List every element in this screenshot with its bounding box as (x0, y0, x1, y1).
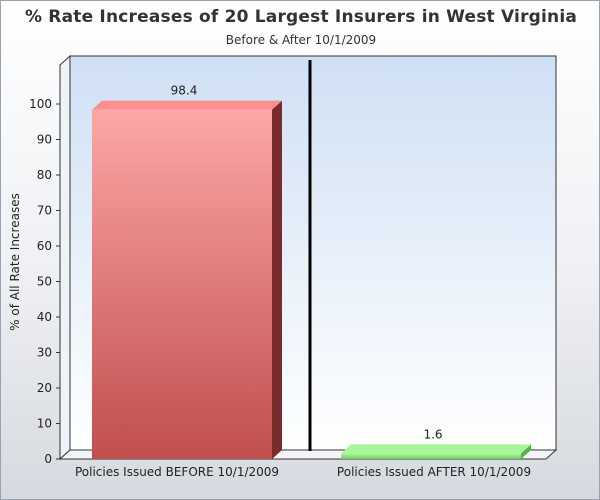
x-category-label: Policies Issued BEFORE 10/1/2009 (75, 465, 279, 479)
y-tick-label: 60 (37, 239, 52, 253)
y-tick-label: 80 (37, 168, 52, 182)
y-tick-label: 50 (37, 275, 52, 289)
y-tick-label: 0 (44, 452, 52, 466)
y-axis-label: % of All Rate Increases (8, 193, 22, 331)
bar-top[interactable] (341, 444, 531, 454)
bar-side[interactable] (272, 100, 282, 460)
y-tick-label: 70 (37, 204, 52, 218)
y-tick-label: 30 (37, 346, 52, 360)
y-tick-label: 10 (37, 417, 52, 431)
bar-top[interactable] (92, 100, 282, 110)
bar[interactable] (341, 453, 521, 459)
bar-value-label: 1.6 (423, 427, 442, 441)
chart-subtitle: Before & After 10/1/2009 (225, 33, 377, 47)
plot-side-wall (59, 54, 71, 461)
bar-side[interactable] (521, 444, 531, 459)
x-category-label: Policies Issued AFTER 10/1/2009 (337, 465, 531, 479)
y-tick-label: 100 (29, 97, 52, 111)
bar[interactable] (92, 109, 272, 460)
y-tick-label: 90 (37, 133, 52, 147)
y-tick-label: 40 (37, 310, 52, 324)
bar-value-label: 98.4 (171, 84, 198, 98)
chart-title: % Rate Increases of 20 Largest Insurers … (24, 7, 578, 27)
y-tick-label: 20 (37, 381, 52, 395)
